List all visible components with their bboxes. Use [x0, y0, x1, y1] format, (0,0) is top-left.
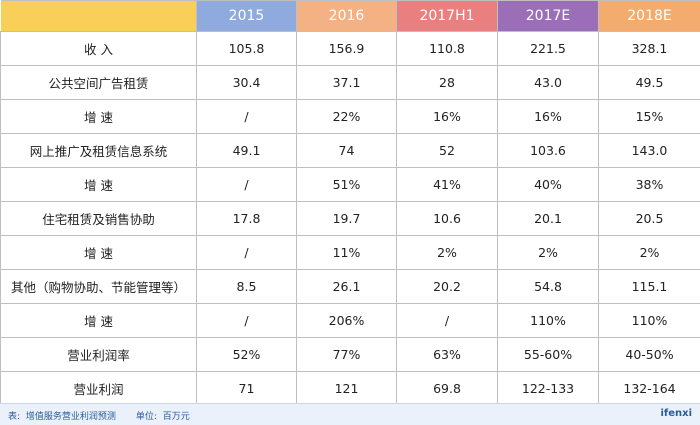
table-cell: 105.8: [196, 31, 297, 66]
table-cell: 69.8: [396, 371, 498, 406]
table-cell: 328.1: [598, 31, 700, 66]
table-cell: 54.8: [497, 269, 599, 304]
column-header: 2017E: [497, 0, 599, 32]
table-cell: /: [196, 303, 297, 338]
table-cell: 110%: [598, 303, 700, 338]
table-cell: 22%: [296, 99, 397, 134]
table-cell: 52%: [196, 337, 297, 372]
table-row: 其他（购物协助、节能管理等） 8.5 26.1 20.2 54.8 115.1: [0, 269, 700, 304]
table-row: 增 速/51% 41% 40% 38%: [0, 167, 700, 202]
financial-table: 2015 2016 2017H1 2017E 2018E 收 入 105.8 156…: [0, 0, 700, 406]
table-cell: 16%: [396, 99, 498, 134]
table-cell: 52: [396, 133, 498, 168]
table-cell: 143.0: [598, 133, 700, 168]
table-cell: 74: [296, 133, 397, 168]
row-label: 营业利润: [0, 371, 197, 406]
table-cell: 26.1: [296, 269, 397, 304]
row-label: 增 速: [0, 99, 197, 134]
row-label: 其他（购物协助、节能管理等）: [0, 269, 197, 304]
row-label: 营业利润率: [0, 337, 197, 372]
table-caption-bar: 表: 增值服务营业利润预测 单位: 百万元 ifenxi: [0, 403, 700, 425]
table-cell: 55-60%: [497, 337, 599, 372]
table-cell: 110%: [497, 303, 599, 338]
table-cell: 8.5: [196, 269, 297, 304]
header-row: 2015 2016 2017H1 2017E 2018E: [0, 0, 700, 32]
table-cell: 156.9: [296, 31, 397, 66]
table-cell: 37.1: [296, 65, 397, 100]
table-row: 增 速/11% 2% 2% 2%: [0, 235, 700, 270]
table-cell: 132-164: [598, 371, 700, 406]
table-cell: 71: [196, 371, 297, 406]
column-header: 2016: [296, 0, 397, 32]
caption-prefix: 表:: [8, 412, 21, 422]
row-label: 收 入: [0, 31, 197, 66]
table-cell: 28: [396, 65, 498, 100]
table-caption: 表: 增值服务营业利润预测 单位: 百万元: [8, 409, 193, 422]
unit-label: 单位:: [135, 412, 157, 422]
table-cell: 38%: [598, 167, 700, 202]
table-cell: 40-50%: [598, 337, 700, 372]
table-cell: /: [196, 167, 297, 202]
table-cell: 30.4: [196, 65, 297, 100]
table-cell: 11%: [296, 235, 397, 270]
table-cell: 115.1: [598, 269, 700, 304]
table-cell: 15%: [598, 99, 700, 134]
table-cell: /: [396, 303, 498, 338]
table-cell: 221.5: [497, 31, 599, 66]
table-row: 增 速/22% 16% 16% 15%: [0, 99, 700, 134]
table-cell: /: [196, 99, 297, 134]
row-label: 住宅租赁及销售协助: [0, 201, 197, 236]
column-header: 2015: [196, 0, 297, 32]
table-cell: 103.6: [497, 133, 599, 168]
table-cell: 16%: [497, 99, 599, 134]
table-cell: 20.2: [396, 269, 498, 304]
table-row: 网上推广及租赁信息系统 49.1 74 52 103.6 143.0: [0, 133, 700, 168]
table-cell: 121: [296, 371, 397, 406]
table-cell: 77%: [296, 337, 397, 372]
table-cell: 49.1: [196, 133, 297, 168]
table-cell: 20.1: [497, 201, 599, 236]
table-cell: 51%: [296, 167, 397, 202]
row-label: 增 速: [0, 303, 197, 338]
row-label: 网上推广及租赁信息系统: [0, 133, 197, 168]
table-cell: 2%: [497, 235, 599, 270]
table-row: 营业利润率 52% 77% 63% 55-60% 40-50%: [0, 337, 700, 372]
table-cell: 110.8: [396, 31, 498, 66]
row-label: 增 速: [0, 167, 197, 202]
header-corner-cell: [0, 0, 197, 32]
table-body: 收 入 105.8 156.9 110.8 221.5 328.1 公共空间广告租赁 30.4…: [0, 31, 700, 406]
table-cell: 19.7: [296, 201, 397, 236]
table-cell: 2%: [396, 235, 498, 270]
table-cell: 206%: [296, 303, 397, 338]
row-label: 公共空间广告租赁: [0, 65, 197, 100]
table-row: 收 入 105.8 156.9 110.8 221.5 328.1: [0, 31, 700, 66]
table-row: 住宅租赁及销售协助 17.8 19.7 10.6 20.1 20.5: [0, 201, 700, 236]
table-cell: 41%: [396, 167, 498, 202]
table-row: 公共空间广告租赁 30.4 37.1 28 43.0 49.5: [0, 65, 700, 100]
table-cell: /: [196, 235, 297, 270]
brand-logo: ifenxi: [660, 408, 692, 419]
table-cell: 17.8: [196, 201, 297, 236]
table-cell: 2%: [598, 235, 700, 270]
column-header: 2017H1: [396, 0, 498, 32]
unit-value: 百万元: [162, 412, 190, 422]
table-cell: 122-133: [497, 371, 599, 406]
caption-title: 增值服务营业利润预测: [25, 412, 116, 422]
table-cell: 20.5: [598, 201, 700, 236]
table-cell: 40%: [497, 167, 599, 202]
table-cell: 43.0: [497, 65, 599, 100]
table-cell: 49.5: [598, 65, 700, 100]
row-label: 增 速: [0, 235, 197, 270]
column-header: 2018E: [598, 0, 700, 32]
table-cell: 63%: [396, 337, 498, 372]
table-row: 增 速/206%/110% 110%: [0, 303, 700, 338]
table-cell: 10.6: [396, 201, 498, 236]
table-row: 营业利润 71 121 69.8 122-133 132-164: [0, 371, 700, 406]
